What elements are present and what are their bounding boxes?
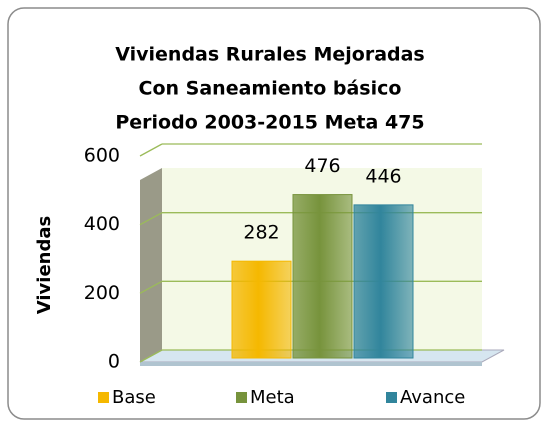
data-label: 446: [365, 165, 401, 187]
y-tick-label: 600: [84, 145, 120, 167]
y-axis-label: Viviendas: [34, 216, 55, 314]
y-tick-label: 0: [108, 351, 120, 373]
legend-label: Meta: [250, 387, 295, 408]
legend-label: Base: [112, 387, 156, 408]
grid-line: [139, 349, 163, 363]
data-label: 476: [304, 155, 340, 177]
bar: [231, 260, 292, 359]
y-tick-label: 400: [84, 213, 120, 235]
chart-title: Viviendas Rurales Mejoradas: [115, 44, 425, 66]
chart-title: Periodo 2003-2015 Meta 475: [115, 112, 424, 134]
legend-swatch: [98, 392, 109, 403]
chart-title: Con Saneamiento básico: [139, 78, 402, 100]
grid-line: [139, 143, 163, 157]
floor-edge: [140, 362, 482, 366]
legend-label: Avance: [400, 387, 465, 408]
bar: [353, 204, 414, 359]
y-tick-label: 200: [84, 282, 120, 304]
grid-line: [139, 212, 163, 226]
grid-line: [139, 280, 163, 294]
legend-swatch: [236, 392, 247, 403]
legend-swatch: [386, 392, 397, 403]
side-wall: [140, 168, 162, 362]
data-label: 282: [243, 222, 279, 244]
bar: [292, 194, 353, 359]
